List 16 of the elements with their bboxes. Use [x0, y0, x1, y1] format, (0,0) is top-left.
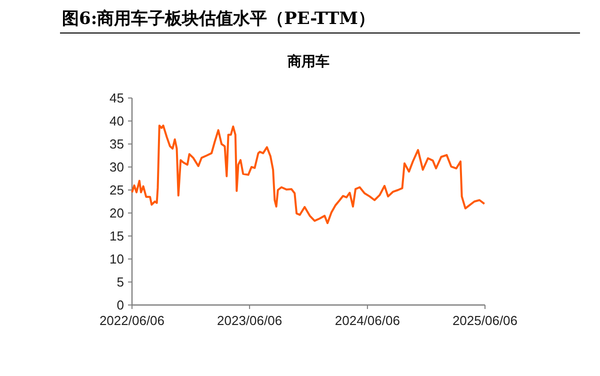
y-tick-label: 40	[110, 114, 124, 128]
subtitle: 商用车	[288, 53, 330, 69]
y-tick-label: 30	[110, 160, 124, 174]
x-tick-label: 2023/06/06	[217, 313, 282, 328]
y-tick-label: 35	[110, 136, 124, 152]
y-tick-label: 5	[116, 274, 124, 290]
y-tick-label: 10	[110, 252, 124, 266]
y-tick-label: 20	[110, 206, 124, 220]
x-tick-label: 2024/06/06	[334, 313, 400, 328]
y-tick-label: 45	[110, 90, 124, 106]
y-tick-label: 15	[110, 228, 124, 244]
y-tick-label: 25	[110, 182, 124, 198]
x-tick-label: 2025/06/06	[452, 313, 518, 328]
y-tick-label: 0	[116, 298, 124, 312]
x-tick-label: 2022/06/06	[99, 313, 165, 328]
title: 图6:商用车子板块估值水平（PE-TTM）	[62, 9, 375, 29]
